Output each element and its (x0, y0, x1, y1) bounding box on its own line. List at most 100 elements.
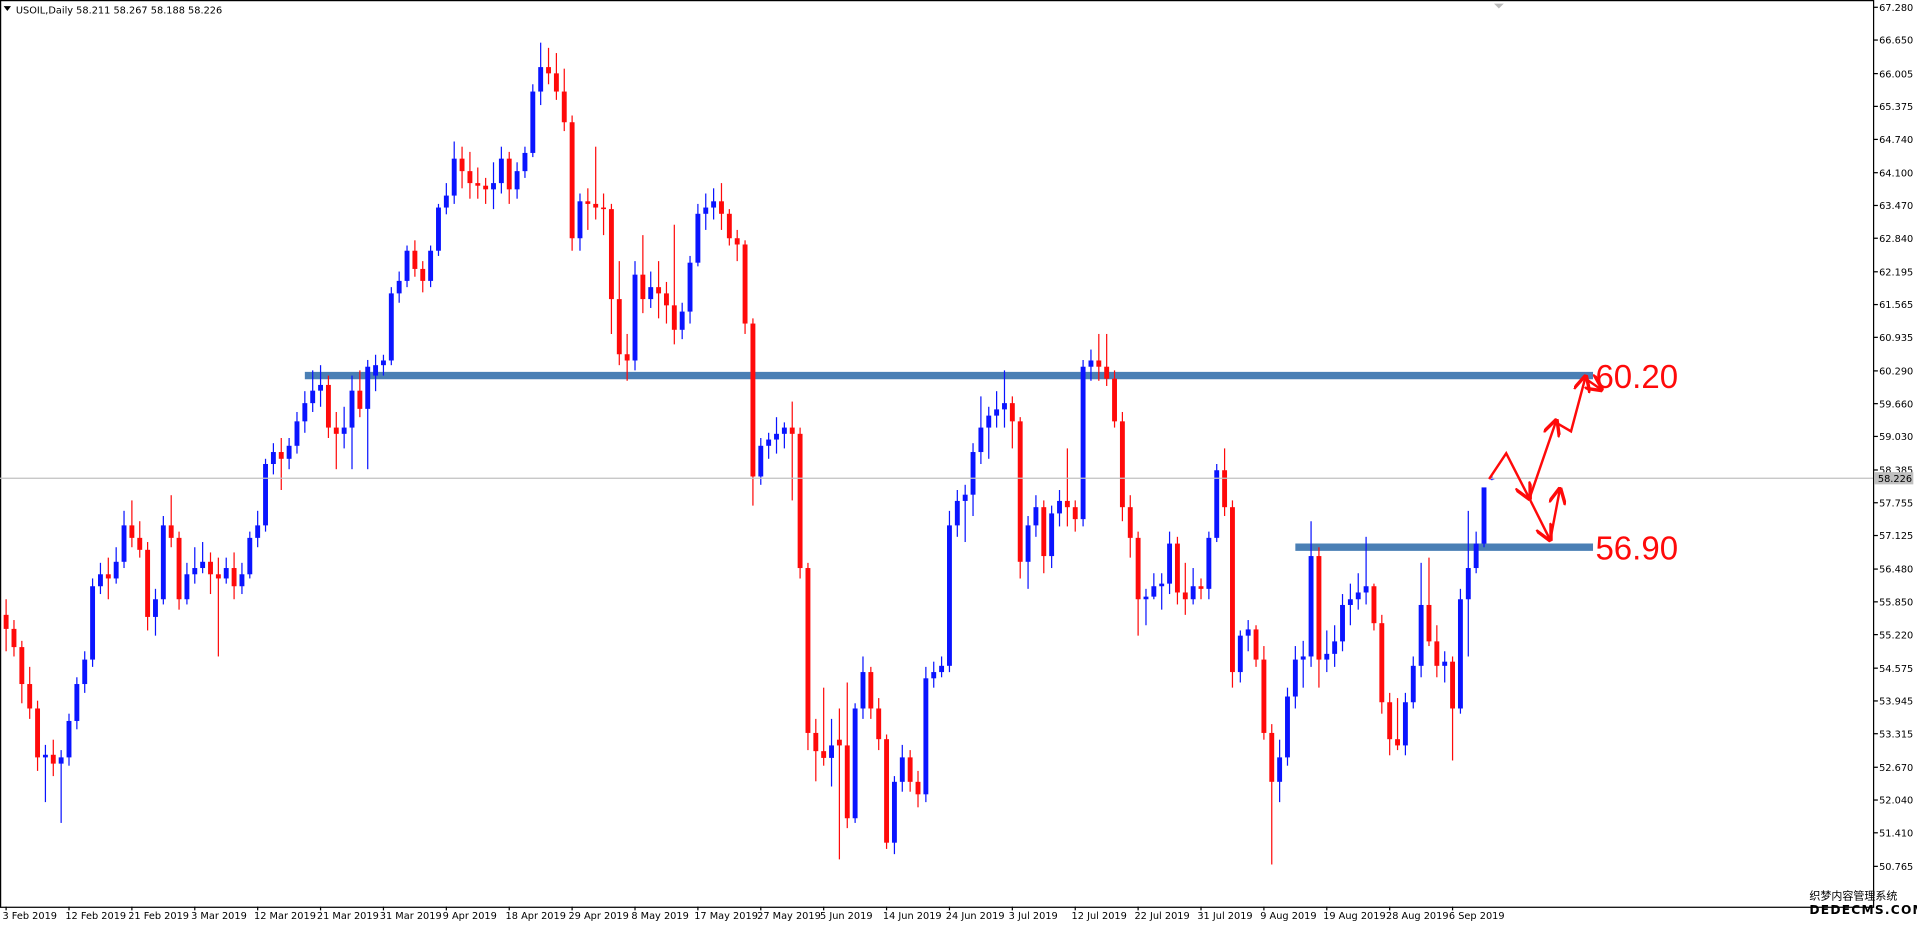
candle-body (1395, 739, 1400, 746)
y-tick-label: 62.840 (1879, 234, 1913, 245)
candle-body (1119, 421, 1125, 508)
candle-body (750, 323, 756, 477)
candle-body (821, 751, 827, 758)
candle-body (318, 384, 324, 391)
candle-body (719, 201, 724, 214)
candle-body (884, 739, 890, 843)
candle-body (947, 525, 952, 666)
candle-body (247, 537, 253, 575)
candle-body (483, 185, 489, 190)
candle-body (357, 390, 363, 409)
candle-body (325, 384, 331, 428)
candle-body (679, 311, 685, 330)
candle-body (35, 708, 41, 758)
watermark: DEDECMS.COM (1809, 903, 1917, 917)
x-tick-label: 6 Sep 2019 (1449, 911, 1505, 922)
y-tick-label: 53.315 (1879, 729, 1913, 740)
candle-body (1135, 537, 1141, 600)
candle-body (1143, 596, 1149, 600)
menu-triangle (3, 6, 12, 11)
candle-body (333, 427, 339, 434)
x-tick-label: 14 Jun 2019 (883, 911, 942, 922)
x-tick-label: 21 Feb 2019 (128, 911, 189, 922)
candle-body (522, 152, 528, 172)
candle-body (656, 287, 662, 294)
candle-body (1009, 403, 1015, 422)
candle-body (1190, 586, 1196, 600)
candle-body (160, 525, 166, 600)
candle-body (349, 390, 355, 428)
candle-body (1237, 635, 1243, 673)
candle-body (1072, 507, 1078, 520)
candle-body (758, 445, 764, 477)
candle-body (868, 672, 874, 709)
candle-body (1096, 360, 1102, 367)
candle-body (1434, 641, 1440, 666)
low-value: 58.188 (151, 5, 185, 16)
candle-body (1017, 421, 1023, 562)
candle-body (1088, 360, 1094, 367)
candle-body (1402, 702, 1408, 746)
y-tick-label: 64.740 (1879, 135, 1913, 146)
candle-body (137, 537, 143, 550)
candle-body (734, 238, 740, 245)
candle-body (404, 250, 410, 281)
candle-body (74, 684, 80, 721)
y-tick-label: 57.125 (1879, 531, 1913, 542)
y-tick-label: 52.670 (1879, 763, 1913, 774)
candle-body (1481, 487, 1487, 544)
candle-body (577, 201, 583, 239)
x-tick-label: 12 Jul 2019 (1072, 911, 1127, 922)
candle-body (1151, 586, 1157, 597)
candle-body (129, 525, 135, 538)
y-tick-label: 58.385 (1879, 466, 1913, 477)
candle-body (703, 207, 709, 214)
candle-body (844, 745, 850, 819)
candle-body (50, 754, 56, 764)
x-tick-label: 5 Jun 2019 (820, 911, 873, 922)
candle-body (302, 403, 308, 422)
candle-body (239, 574, 245, 587)
candle-body (805, 568, 811, 733)
x-tick-label: 3 Mar 2019 (191, 911, 247, 922)
candle-body (781, 427, 787, 434)
y-tick-label: 64.100 (1879, 168, 1913, 179)
candle-body (168, 525, 174, 538)
candle-body (1457, 599, 1463, 709)
candle-body (412, 250, 418, 269)
candle-body (553, 73, 559, 92)
x-tick-label: 12 Mar 2019 (254, 911, 316, 922)
candle-body (695, 213, 701, 263)
candle-body (860, 672, 866, 709)
y-tick-label: 52.040 (1879, 796, 1913, 807)
x-tick-label: 24 Jun 2019 (946, 911, 1005, 922)
candle-body (939, 665, 945, 673)
candle-body (365, 366, 371, 409)
candle-body (1261, 659, 1267, 733)
candle-body (907, 757, 913, 782)
candle-body (813, 732, 819, 752)
candle-body (11, 628, 17, 648)
candle-body (270, 452, 276, 464)
x-tick-label: 27 May 2019 (757, 911, 821, 922)
candle-body (475, 183, 481, 186)
candle-body (1064, 500, 1070, 508)
candle-body (1340, 604, 1345, 642)
candle-body (640, 274, 646, 300)
candle-body (1230, 507, 1235, 673)
candle-body (687, 262, 693, 312)
candle-body (82, 659, 88, 685)
open-value: 58.211 (76, 5, 110, 16)
candle-body (200, 561, 206, 569)
candle-body (1332, 641, 1338, 654)
candle-body (1167, 543, 1173, 584)
candle-body (1363, 586, 1369, 593)
candle-body (1253, 629, 1259, 660)
candle-body (1057, 500, 1062, 514)
candle-body (208, 561, 213, 575)
candle-body (978, 427, 984, 453)
y-tick-label: 66.005 (1879, 69, 1913, 80)
y-tick-label: 60.290 (1879, 367, 1913, 378)
candle-body (153, 599, 158, 617)
